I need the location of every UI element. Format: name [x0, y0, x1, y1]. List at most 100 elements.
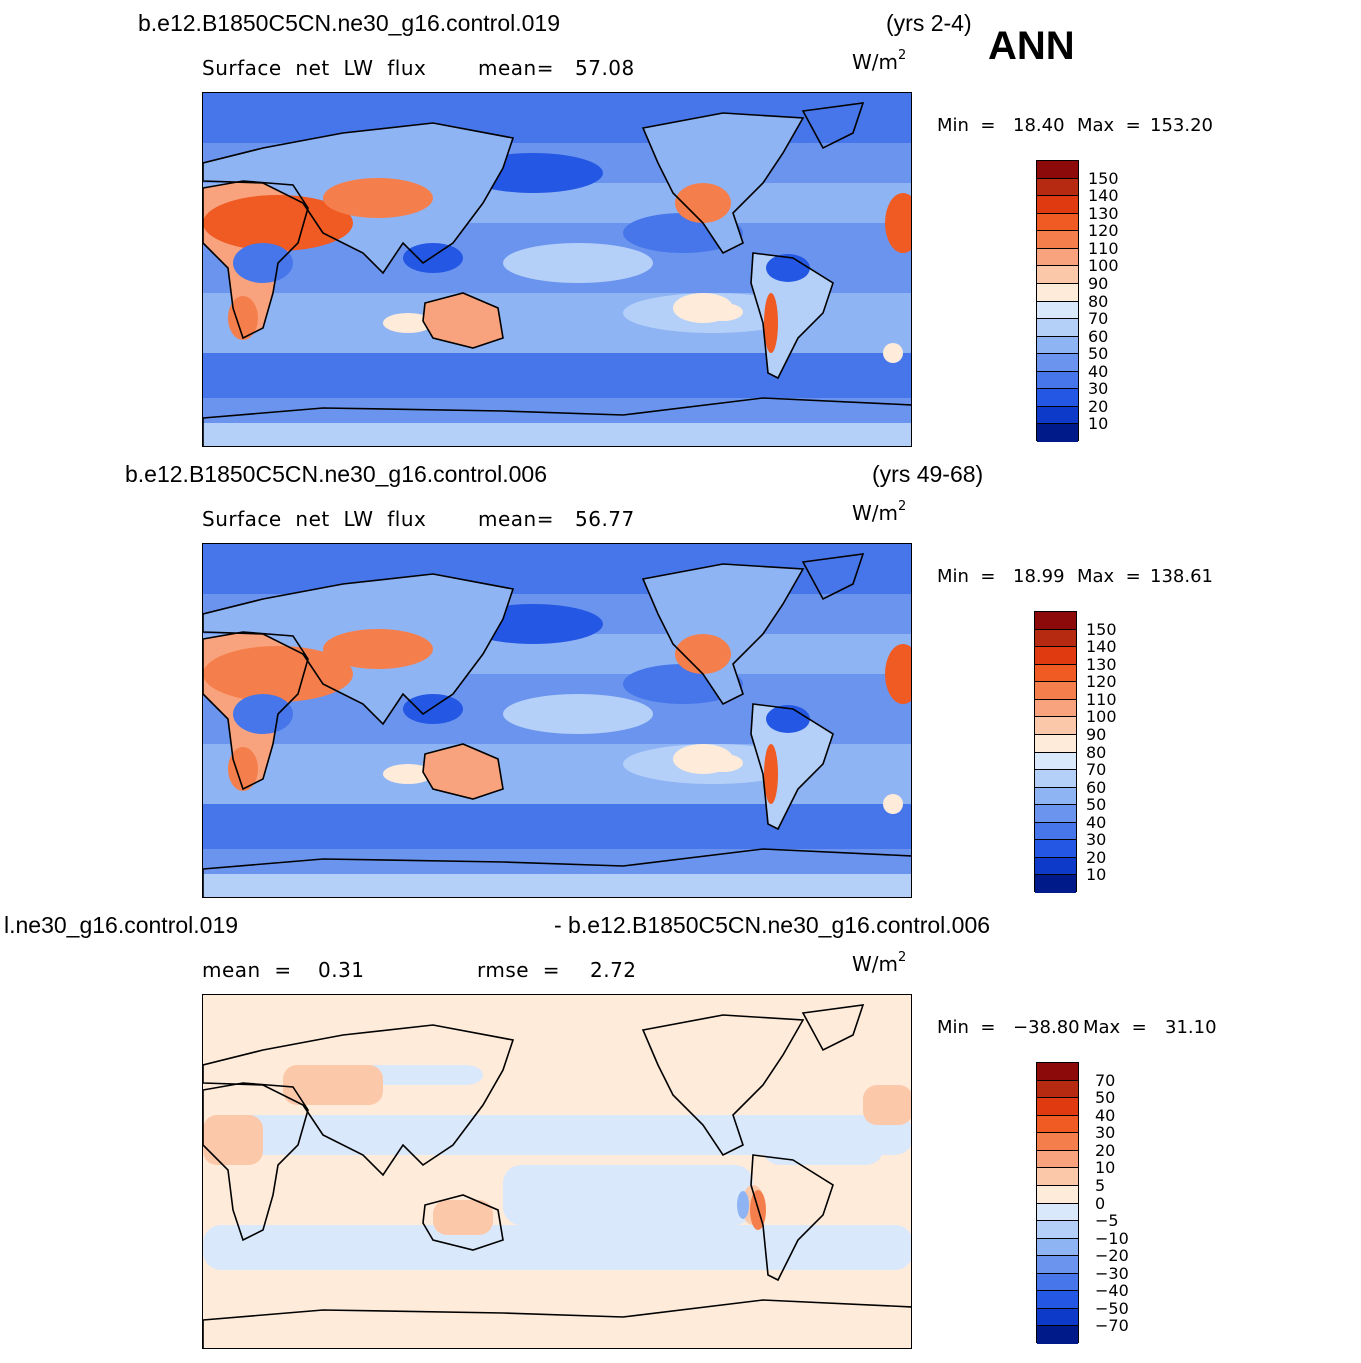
colorbar-tick-label: 50 — [1086, 795, 1107, 815]
hot-desert — [885, 644, 911, 704]
land-north-america — [643, 564, 803, 704]
coastline — [750, 703, 834, 831]
colorbar-tick-label: 120 — [1088, 221, 1119, 241]
coastline — [750, 1154, 834, 1282]
ocean-band — [203, 398, 911, 423]
colorbar-swatch — [1037, 161, 1078, 179]
colorbar-tick-label: −10 — [1095, 1228, 1129, 1248]
panel1-variable: Surface net LW flux — [202, 56, 427, 80]
cool-region — [233, 694, 293, 734]
colorbar-tick-label: 20 — [1095, 1140, 1116, 1160]
negative-anomaly-region — [203, 1115, 911, 1155]
colorbar-swatch — [1035, 822, 1076, 841]
colorbar-tick-label: −5 — [1095, 1211, 1119, 1231]
panel2-variable: Surface net LW flux — [202, 507, 427, 531]
colorbar-swatch — [1037, 389, 1078, 407]
colorbar-tick-label: 40 — [1086, 812, 1107, 832]
colorbar-tick-label: 90 — [1088, 273, 1109, 293]
colorbar-swatch — [1037, 1273, 1078, 1292]
colorbar-swatch — [1037, 336, 1078, 355]
colorbar-tick-label: 30 — [1086, 830, 1107, 850]
negative-anomaly-region — [503, 1165, 753, 1225]
panel3-case-right: - b.e12.B1850C5CN.ne30_g16.control.006 — [554, 912, 991, 938]
colorbar-tick-label: 120 — [1086, 672, 1117, 692]
panel1-years: (yrs 2-4) — [886, 10, 972, 36]
panel1-min-value: 18.40 — [1013, 115, 1065, 136]
panel1-map — [202, 92, 912, 447]
hot-desert — [323, 629, 433, 669]
panel1-max-label: Max = — [1077, 115, 1141, 136]
panel1-case-title: b.e12.B1850C5CN.ne30_g16.control.019 — [138, 10, 560, 36]
colorbar-tick-label: 90 — [1086, 724, 1107, 744]
colorbar-swatch — [1037, 424, 1078, 442]
colorbar-swatch — [1035, 699, 1076, 718]
coastline — [801, 553, 865, 601]
colorbar-swatch — [1035, 857, 1076, 876]
colorbar-swatch — [1035, 840, 1076, 858]
colorbar-swatch — [1037, 213, 1078, 232]
colorbar-tick-label: −70 — [1095, 1316, 1129, 1336]
colorbar-tick-label: 80 — [1086, 742, 1107, 762]
ocean-feature — [503, 694, 653, 734]
colorbar-swatch — [1035, 770, 1076, 788]
season-label: ANN — [988, 24, 1075, 68]
colorbar-tick-label: 80 — [1088, 291, 1109, 311]
colorbar-tick-label: 30 — [1095, 1123, 1116, 1143]
panel2-mean-label: mean= — [478, 507, 554, 531]
colorbar-tick-label: 20 — [1086, 847, 1107, 867]
cool-region — [403, 243, 463, 273]
coastline — [422, 743, 504, 800]
panel2-colorbar — [1034, 611, 1077, 893]
colorbar-tick-label: 140 — [1088, 186, 1119, 206]
ocean-feature — [503, 243, 653, 283]
panel3-min-label: Min = — [937, 1017, 996, 1038]
panel1-mean-value: 57.08 — [575, 56, 635, 80]
colorbar-tick-label: 0 — [1095, 1193, 1106, 1213]
panel1-min-label: Min = — [937, 115, 996, 136]
hot-desert — [764, 293, 778, 353]
colorbar-swatch — [1035, 875, 1076, 893]
hot-desert — [228, 747, 258, 791]
colorbar-swatch — [1037, 283, 1078, 302]
hot-desert — [203, 195, 353, 251]
ocean-band — [203, 849, 911, 874]
colorbar-swatch — [1037, 301, 1078, 320]
cool-region — [766, 705, 810, 733]
colorbar-tick-label: 40 — [1088, 361, 1109, 381]
colorbar-swatch — [1037, 1133, 1078, 1151]
panel3-case-left: l.ne30_g16.control.019 — [4, 912, 239, 938]
coastline — [203, 180, 309, 340]
colorbar-swatch — [1035, 647, 1076, 665]
negative-anomaly-region — [737, 1191, 749, 1219]
ocean-band — [203, 544, 911, 594]
colorbar-tick-label: 30 — [1088, 379, 1109, 399]
colorbar-tick-label: 10 — [1095, 1158, 1116, 1178]
colorbar-tick-label: 100 — [1086, 707, 1117, 727]
negative-anomaly-region — [763, 1135, 883, 1165]
panel3-mean-label: mean = — [202, 958, 292, 982]
hot-desert — [323, 178, 433, 218]
panel3-rmse-value: 2.72 — [590, 958, 637, 982]
colorbar-tick-label: 50 — [1088, 344, 1109, 364]
coastline — [641, 1014, 805, 1157]
colorbar-tick-label: 60 — [1086, 777, 1107, 797]
positive-anomaly-region — [863, 1085, 911, 1125]
colorbar-tick-label: 150 — [1088, 168, 1119, 188]
coastline — [203, 397, 911, 446]
map-canvas — [203, 93, 911, 446]
ocean-feature — [383, 313, 433, 333]
colorbar-tick-label: 130 — [1086, 654, 1117, 674]
colorbar-swatch — [1037, 1150, 1078, 1169]
hot-desert — [675, 634, 731, 674]
hot-desert — [885, 193, 911, 253]
colorbar-tick-label: 110 — [1086, 689, 1117, 709]
panel2-min-value: 18.99 — [1013, 566, 1065, 587]
ocean-feature — [703, 754, 743, 772]
colorbar-swatch — [1037, 406, 1078, 425]
colorbar-tick-label: −20 — [1095, 1246, 1129, 1266]
colorbar-tick-label: 100 — [1088, 256, 1119, 276]
colorbar-swatch — [1035, 717, 1076, 735]
colorbar-tick-label: 70 — [1088, 309, 1109, 329]
panel3-mean-value: 0.31 — [318, 958, 365, 982]
